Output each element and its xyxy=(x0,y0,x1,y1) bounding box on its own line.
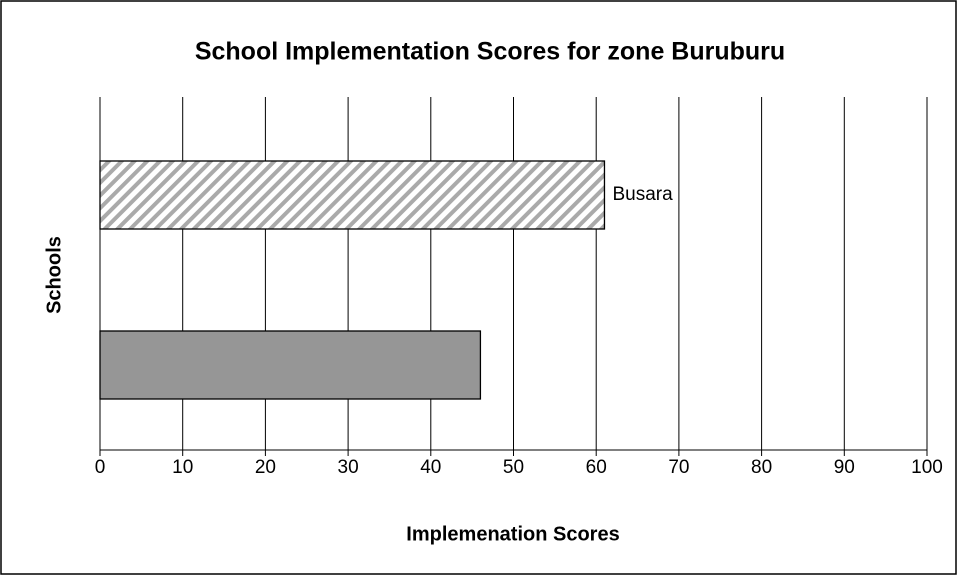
x-tick-label: 0 xyxy=(95,457,106,478)
x-tick-label: 80 xyxy=(751,457,772,478)
y-axis-label: Schools xyxy=(43,236,65,314)
chart-title: School Implementation Scores for zone Bu… xyxy=(195,38,785,66)
x-tick-label: 30 xyxy=(338,457,359,478)
x-tick-label: 10 xyxy=(172,457,193,478)
bar xyxy=(99,160,606,230)
x-tick-label: 90 xyxy=(834,457,855,478)
x-tick-label: 40 xyxy=(420,457,441,478)
x-tick-label: 50 xyxy=(503,457,524,478)
bar xyxy=(99,330,482,400)
x-axis-label: Implemenation Scores xyxy=(406,523,619,545)
x-tick-label: 60 xyxy=(586,457,607,478)
data-label: Busara xyxy=(612,184,673,205)
x-tick-label: 100 xyxy=(911,457,943,478)
x-tick-label: 70 xyxy=(668,457,689,478)
x-tick-label: 20 xyxy=(255,457,276,478)
